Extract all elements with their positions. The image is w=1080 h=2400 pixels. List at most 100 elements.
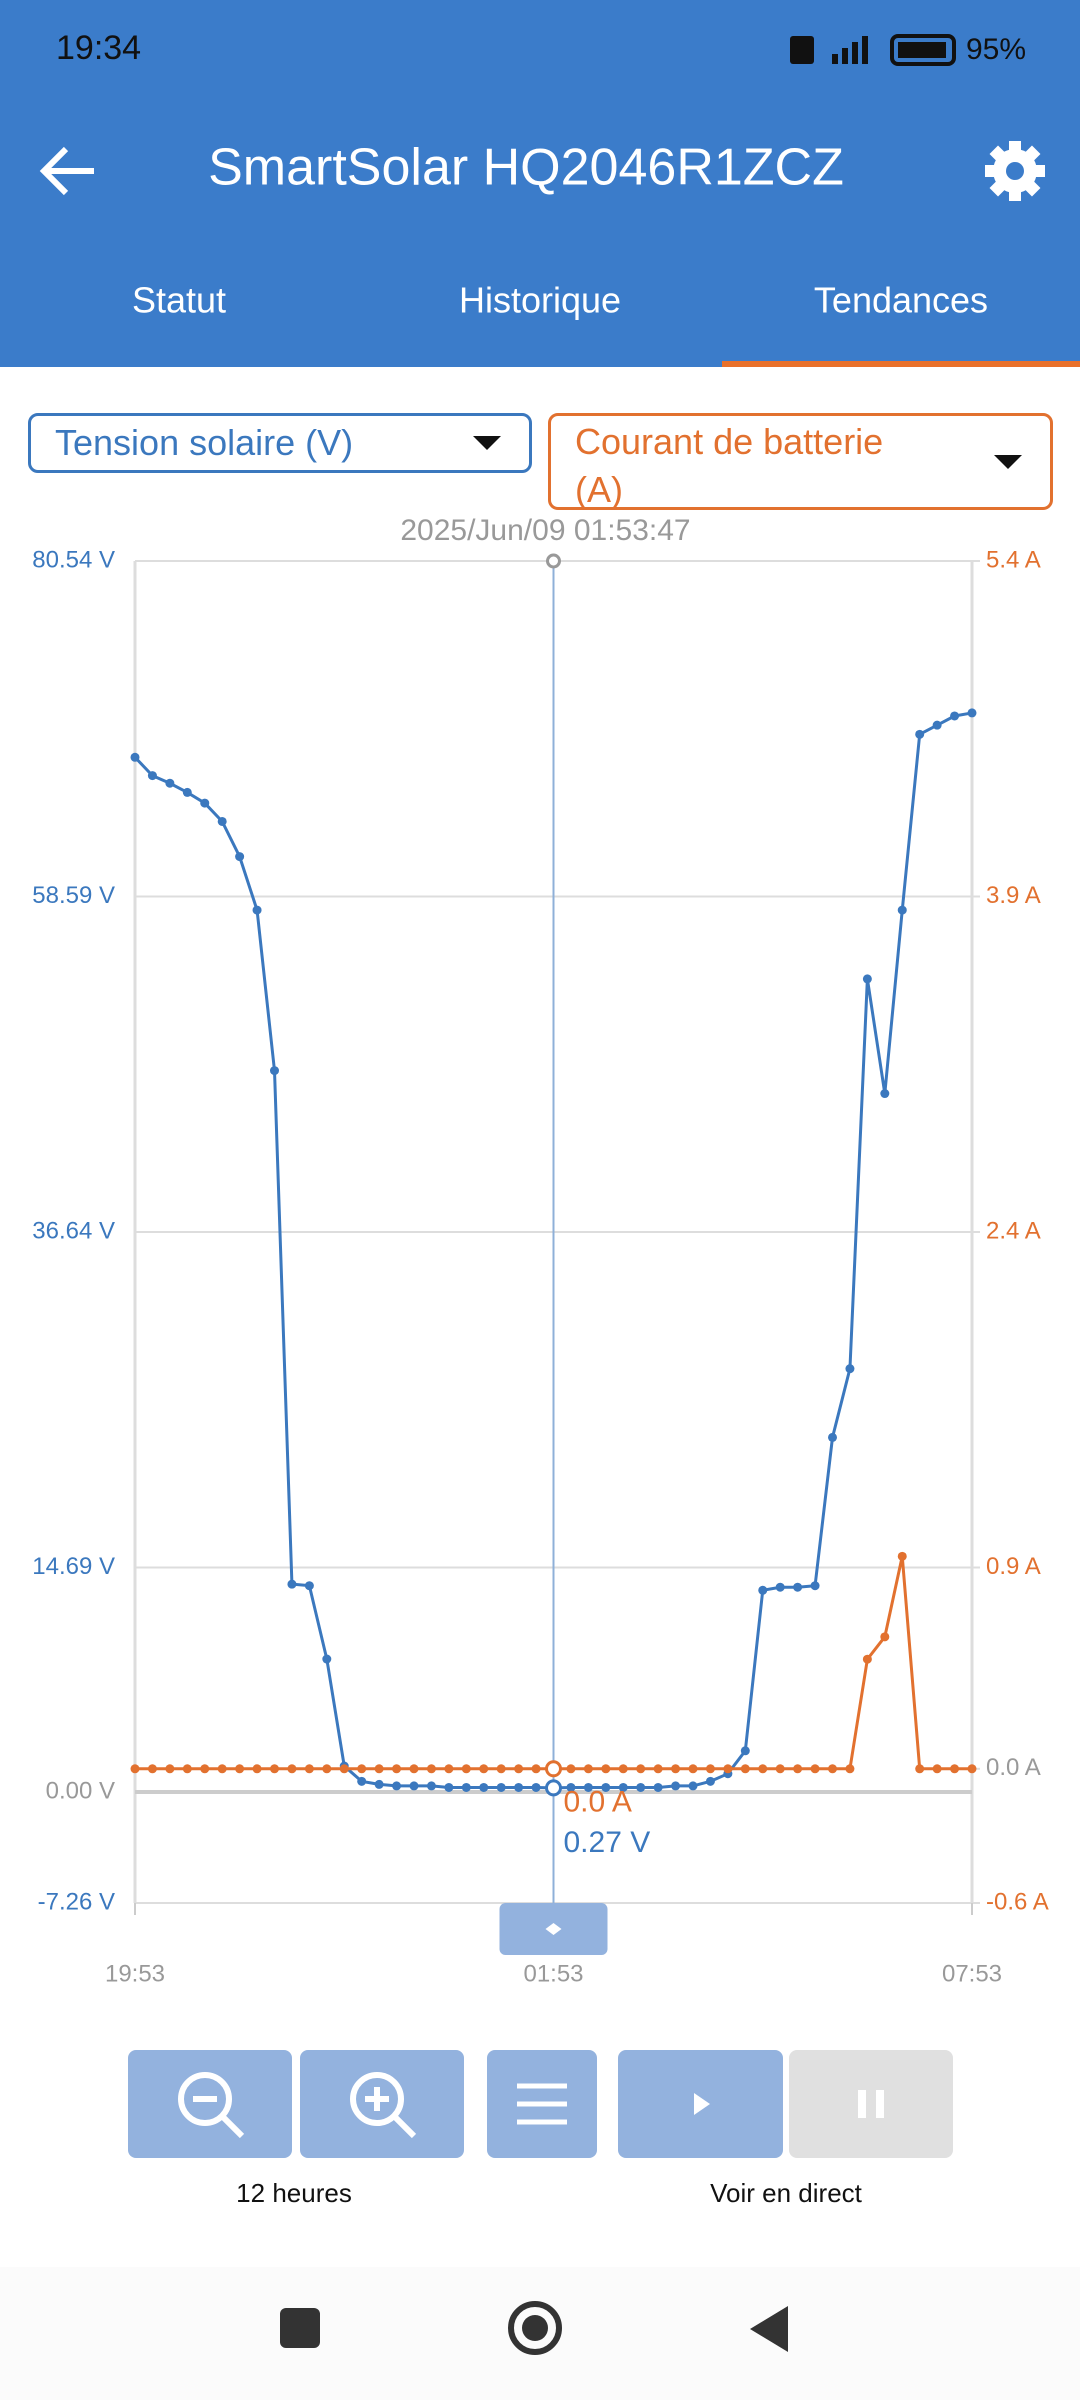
nav-recents[interactable] — [280, 2308, 320, 2348]
data-point — [514, 1782, 524, 1792]
data-point — [880, 1632, 890, 1642]
data-point — [705, 1764, 715, 1774]
y2-tick-label: 3.9 A — [986, 882, 1041, 909]
data-point — [479, 1782, 489, 1792]
zoom-controls — [128, 2050, 953, 2158]
data-point — [845, 1764, 855, 1774]
data-point — [723, 1764, 733, 1774]
data-point — [531, 1782, 541, 1792]
x-tick-label: 19:53 — [105, 1960, 165, 1987]
data-point — [235, 852, 245, 862]
data-point — [392, 1764, 402, 1774]
data-point — [688, 1781, 698, 1791]
cursor-time: 2025/Jun/09 01:53:47 — [400, 514, 690, 547]
data-point — [147, 1764, 157, 1774]
y2-tick-label: 2.4 A — [986, 1217, 1041, 1244]
data-point — [409, 1764, 419, 1774]
data-point — [287, 1579, 297, 1589]
data-point — [793, 1582, 803, 1592]
nav-home[interactable] — [508, 2301, 562, 2355]
selector-text: Courant de batterie (A) — [575, 421, 884, 510]
data-point — [252, 1764, 262, 1774]
data-point — [130, 752, 140, 762]
data-point — [339, 1764, 349, 1774]
data-point — [392, 1781, 402, 1791]
data-point — [862, 1654, 872, 1664]
data-point — [618, 1764, 628, 1774]
data-point — [374, 1764, 384, 1774]
data-point — [322, 1764, 332, 1774]
data-point — [357, 1764, 367, 1774]
tab-indicator — [722, 361, 1080, 367]
data-point — [357, 1776, 367, 1786]
data-point — [671, 1764, 681, 1774]
data-point — [566, 1764, 576, 1774]
zoom-out-button[interactable] — [128, 2050, 292, 2158]
live-label: Voir en direct — [710, 2178, 863, 2208]
data-point — [531, 1764, 541, 1774]
cursor-handle-arrows — [545, 1923, 562, 1935]
data-point — [496, 1782, 506, 1792]
tab[interactable]: Historique — [459, 280, 621, 321]
data-point — [304, 1581, 314, 1591]
y2-tick-label: -0.6 A — [986, 1888, 1049, 1915]
data-point — [374, 1779, 384, 1789]
data-point — [828, 1432, 837, 1442]
data-point — [217, 1764, 227, 1774]
data-point — [461, 1782, 471, 1792]
data-point — [967, 708, 977, 718]
tab[interactable]: Statut — [132, 280, 226, 321]
data-point — [217, 816, 227, 826]
data-point — [915, 1764, 925, 1774]
pause-button[interactable] — [789, 2050, 953, 2158]
data-point — [270, 1066, 279, 1076]
data-point — [775, 1764, 785, 1774]
data-point — [270, 1764, 279, 1774]
app-header — [0, 0, 1080, 367]
data-point — [514, 1764, 524, 1774]
x-tick-label: 07:53 — [942, 1960, 1002, 1987]
data-point — [758, 1585, 768, 1595]
y-tick-label: 80.54 V — [32, 546, 115, 573]
y2-tick-label: 0.9 A — [986, 1553, 1041, 1580]
data-point — [897, 905, 907, 915]
data-point — [479, 1764, 489, 1774]
cursor-top — [546, 553, 561, 569]
data-point — [915, 729, 925, 739]
left-series-selector[interactable]: Tension solaire (V) — [28, 413, 532, 473]
y-tick-label: -7.26 V — [38, 1888, 115, 1915]
data-point — [235, 1764, 245, 1774]
data-point — [636, 1782, 646, 1792]
zoom-label: 12 heures — [236, 2178, 352, 2208]
cursor-point — [545, 1760, 562, 1778]
tab[interactable]: Tendances — [814, 280, 988, 321]
data-point — [810, 1581, 820, 1591]
data-point — [461, 1764, 471, 1774]
data-point — [182, 787, 192, 797]
data-point — [618, 1782, 628, 1792]
data-point — [200, 798, 210, 808]
y-tick-label: 0.00 V — [46, 1777, 115, 1804]
data-point — [426, 1764, 436, 1774]
data-point — [740, 1764, 750, 1774]
selector-text: Tension solaire (V) — [55, 422, 354, 463]
data-point — [182, 1764, 192, 1774]
nav-back[interactable] — [750, 2306, 788, 2352]
data-point — [444, 1782, 454, 1792]
data-point — [165, 778, 175, 788]
data-point — [793, 1764, 803, 1774]
right-series-selector[interactable]: Courant de batterie (A) — [548, 413, 1053, 510]
data-point — [758, 1764, 768, 1774]
data-point — [705, 1776, 715, 1786]
data-point — [653, 1764, 663, 1774]
settings-button[interactable] — [985, 141, 1045, 201]
data-point — [165, 1764, 175, 1774]
x-tick-label: 01:53 — [523, 1960, 583, 1987]
battery-level: 95% — [966, 33, 1026, 66]
data-point — [967, 1764, 977, 1774]
data-point — [845, 1364, 855, 1374]
data-point — [304, 1764, 314, 1774]
zoom-in-button[interactable] — [300, 2050, 464, 2158]
back-button[interactable] — [39, 146, 94, 196]
